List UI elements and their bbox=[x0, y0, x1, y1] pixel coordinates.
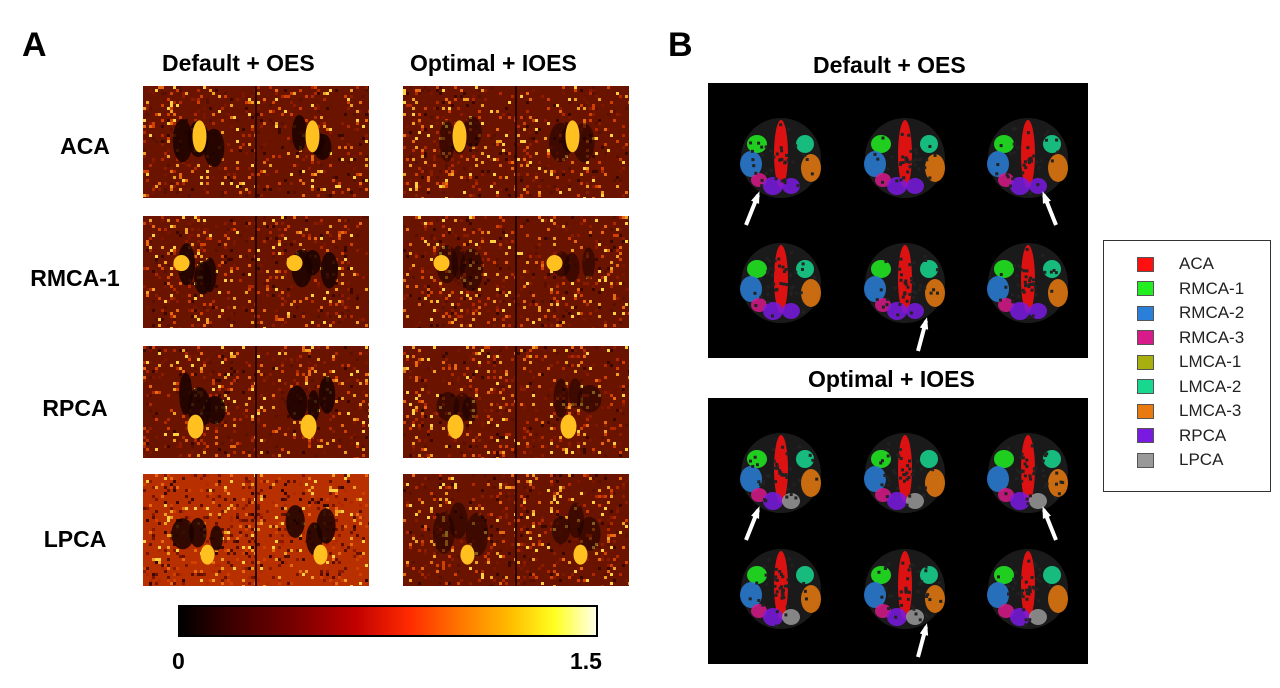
tile-divider bbox=[515, 474, 517, 586]
row-label-rpca: RPCA bbox=[15, 395, 135, 422]
panel-b-title-default: Default + OES bbox=[813, 52, 966, 79]
legend-label: RMCA-1 bbox=[1179, 279, 1244, 299]
legend-label: RMCA-2 bbox=[1179, 303, 1244, 323]
perfusion-tile-aca-default bbox=[143, 86, 369, 198]
tile-divider bbox=[515, 86, 517, 198]
perfusion-tile-rpca-optimal bbox=[403, 346, 629, 458]
legend-item-rmca-1: RMCA-1 bbox=[1104, 278, 1244, 300]
legend-item-lmca-3: LMCA-3 bbox=[1104, 400, 1241, 422]
legend-swatch bbox=[1137, 281, 1154, 296]
perfusion-tile-aca-optimal bbox=[403, 86, 629, 198]
legend-swatch bbox=[1137, 453, 1154, 468]
legend-label: ACA bbox=[1179, 254, 1214, 274]
legend-item-aca: ACA bbox=[1104, 253, 1214, 275]
legend-swatch bbox=[1137, 355, 1154, 370]
legend-item-lmca-1: LMCA-1 bbox=[1104, 351, 1241, 373]
tile-divider bbox=[515, 346, 517, 458]
perfusion-tile-rmca-1-default bbox=[143, 216, 369, 328]
row-label-rmca-1: RMCA-1 bbox=[15, 265, 135, 292]
panel-b-title-optimal: Optimal + IOES bbox=[808, 366, 975, 393]
legend-swatch bbox=[1137, 404, 1154, 419]
panel-b-letter: B bbox=[668, 26, 693, 65]
tile-divider bbox=[255, 474, 257, 586]
legend-label: RPCA bbox=[1179, 426, 1226, 446]
tile-divider bbox=[255, 346, 257, 458]
row-label-lpca: LPCA bbox=[15, 526, 135, 553]
territory-map-optimal bbox=[708, 398, 1088, 664]
tile-divider bbox=[255, 216, 257, 328]
legend-swatch bbox=[1137, 330, 1154, 345]
legend-label: LMCA-1 bbox=[1179, 352, 1241, 372]
panel-a-title-optimal: Optimal + IOES bbox=[410, 50, 577, 77]
legend-label: RMCA-3 bbox=[1179, 328, 1244, 348]
colorbar-max-label: 1.5 bbox=[570, 648, 602, 675]
perfusion-tile-rmca-1-optimal bbox=[403, 216, 629, 328]
perfusion-tile-rpca-default bbox=[143, 346, 369, 458]
territory-map-default-svg bbox=[708, 83, 1088, 358]
legend-item-rmca-3: RMCA-3 bbox=[1104, 327, 1244, 349]
territory-map-default bbox=[708, 83, 1088, 358]
colorbar bbox=[178, 605, 598, 637]
territory-map-optimal-svg bbox=[708, 398, 1088, 664]
legend-swatch bbox=[1137, 379, 1154, 394]
legend-item-lpca: LPCA bbox=[1104, 449, 1223, 471]
colorbar-min-label: 0 bbox=[172, 648, 185, 675]
legend-item-rpca: RPCA bbox=[1104, 425, 1226, 447]
territory-legend: ACA RMCA-1 RMCA-2 RMCA-3 LMCA-1 LMCA-2 LMCA-3 R… bbox=[1103, 240, 1271, 492]
tile-divider bbox=[515, 216, 517, 328]
perfusion-tile-lpca-optimal bbox=[403, 474, 629, 586]
panel-a-letter: A bbox=[22, 26, 47, 65]
legend-swatch bbox=[1137, 257, 1154, 272]
row-label-aca: ACA bbox=[25, 133, 145, 160]
legend-swatch bbox=[1137, 306, 1154, 321]
legend-label: LMCA-2 bbox=[1179, 377, 1241, 397]
legend-label: LPCA bbox=[1179, 450, 1223, 470]
panel-a-title-default: Default + OES bbox=[162, 50, 315, 77]
legend-item-rmca-2: RMCA-2 bbox=[1104, 302, 1244, 324]
tile-divider bbox=[255, 86, 257, 198]
legend-swatch bbox=[1137, 428, 1154, 443]
perfusion-tile-lpca-default bbox=[143, 474, 369, 586]
legend-item-lmca-2: LMCA-2 bbox=[1104, 376, 1241, 398]
legend-label: LMCA-3 bbox=[1179, 401, 1241, 421]
